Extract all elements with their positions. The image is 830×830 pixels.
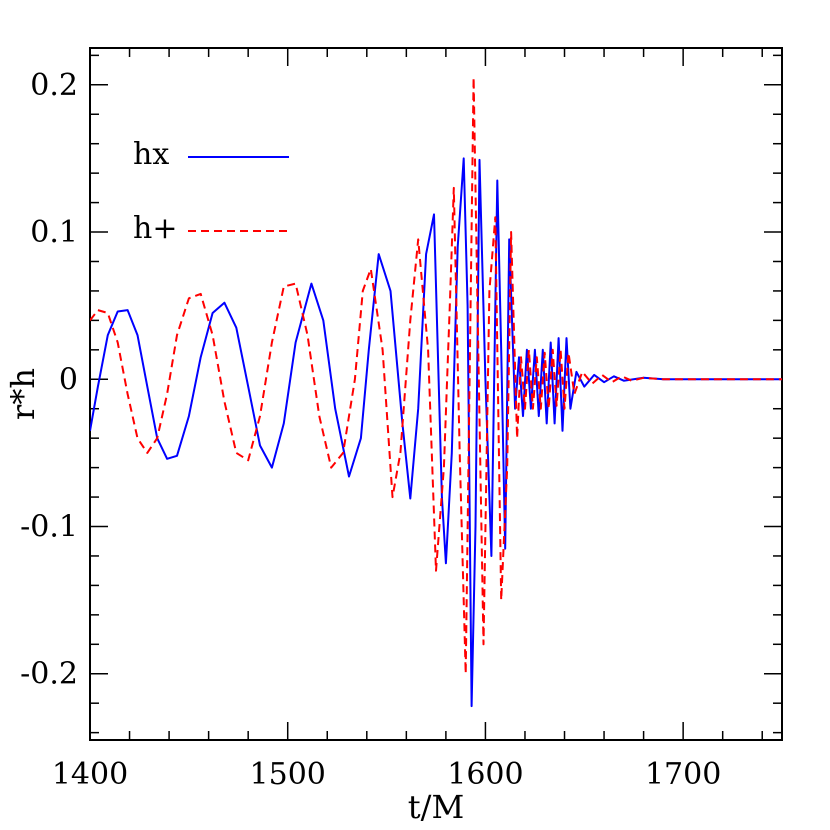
series-lines xyxy=(90,76,782,708)
y-tick-label: -0.2 xyxy=(20,657,78,692)
y-tick-label: 0.1 xyxy=(30,215,78,250)
x-axis-label: t/M xyxy=(408,788,464,826)
axis-tick-labels: 1400 1500 1600 1700 -0.2 -0.1 0 0.1 0.2 xyxy=(20,68,721,792)
y-tick-label: 0.2 xyxy=(30,68,78,103)
y-tick-label: 0 xyxy=(59,362,78,397)
plot-frame xyxy=(89,47,783,741)
x-tick-label: 1700 xyxy=(645,757,721,792)
axis-ticks xyxy=(89,48,782,740)
legend-label-hx: hx xyxy=(133,137,169,172)
y-tick-label: -0.1 xyxy=(20,510,78,545)
y-axis-label: r*h xyxy=(4,368,42,420)
legend: hx h+ xyxy=(133,137,289,246)
x-tick-label: 1600 xyxy=(447,757,523,792)
series-line-hx xyxy=(90,157,782,708)
series-line-hplus xyxy=(90,76,782,675)
x-tick-label: 1400 xyxy=(52,757,128,792)
legend-label-hplus: h+ xyxy=(133,211,177,246)
x-tick-label: 1500 xyxy=(250,757,326,792)
